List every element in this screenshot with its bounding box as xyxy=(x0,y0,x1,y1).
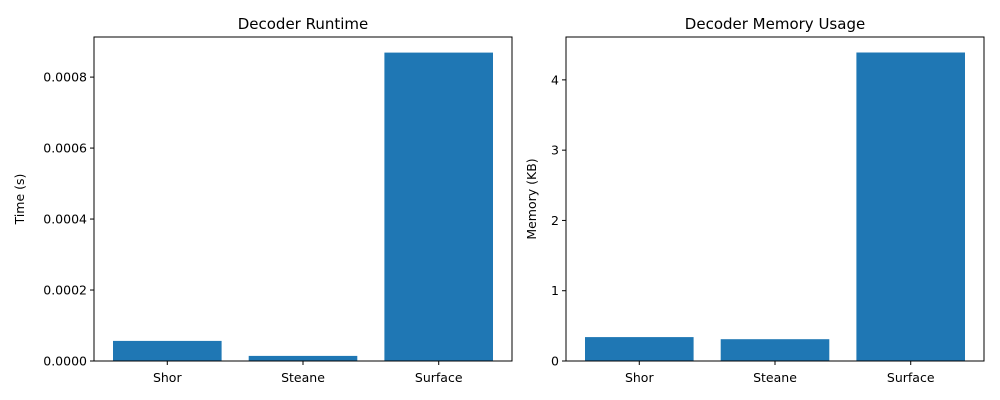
runtime-plot-frame xyxy=(93,36,513,362)
memory-chart: Decoder Memory Usage 0 1 2 3 4 Shor Steane Sur… xyxy=(524,15,985,385)
runtime-x-tick-label: Shor xyxy=(153,370,183,385)
runtime-bar-shor xyxy=(113,340,222,361)
memory-y-axis-label: Memory (KB) xyxy=(524,158,539,239)
memory-y-tick-label: 3 xyxy=(551,143,559,158)
memory-chart-title: Decoder Memory Usage xyxy=(685,15,865,33)
memory-y-tick-label: 0 xyxy=(551,354,559,369)
runtime-x-tick-label: Surface xyxy=(415,370,463,385)
runtime-y-tick-label: 0.0004 xyxy=(43,212,87,227)
memory-bar-surface xyxy=(856,52,965,361)
memory-bar-steane xyxy=(720,339,830,361)
memory-plot-frame xyxy=(565,36,985,362)
runtime-y-axis-label: Time (s) xyxy=(12,174,27,226)
runtime-chart: Decoder Runtime 0.0000 0.0002 0.0004 0.0006… xyxy=(12,15,513,385)
memory-y-tick-label: 4 xyxy=(551,72,559,87)
runtime-chart-title: Decoder Runtime xyxy=(238,15,369,33)
runtime-y-tick-label: 0.0000 xyxy=(43,354,87,369)
runtime-bar-steane xyxy=(248,355,358,361)
memory-bar-shor xyxy=(585,337,694,361)
runtime-x-tick-label: Steane xyxy=(281,370,325,385)
runtime-y-tick-label: 0.0006 xyxy=(43,141,87,156)
runtime-y-tick-label: 0.0002 xyxy=(43,283,87,298)
memory-x-tick-label: Shor xyxy=(625,370,655,385)
memory-x-tick-label: Steane xyxy=(753,370,797,385)
memory-x-tick-label: Surface xyxy=(887,370,935,385)
memory-y-tick-label: 1 xyxy=(551,283,559,298)
runtime-bar-surface xyxy=(384,52,493,361)
memory-y-tick-label: 2 xyxy=(551,213,559,228)
runtime-y-tick-label: 0.0008 xyxy=(43,70,87,85)
